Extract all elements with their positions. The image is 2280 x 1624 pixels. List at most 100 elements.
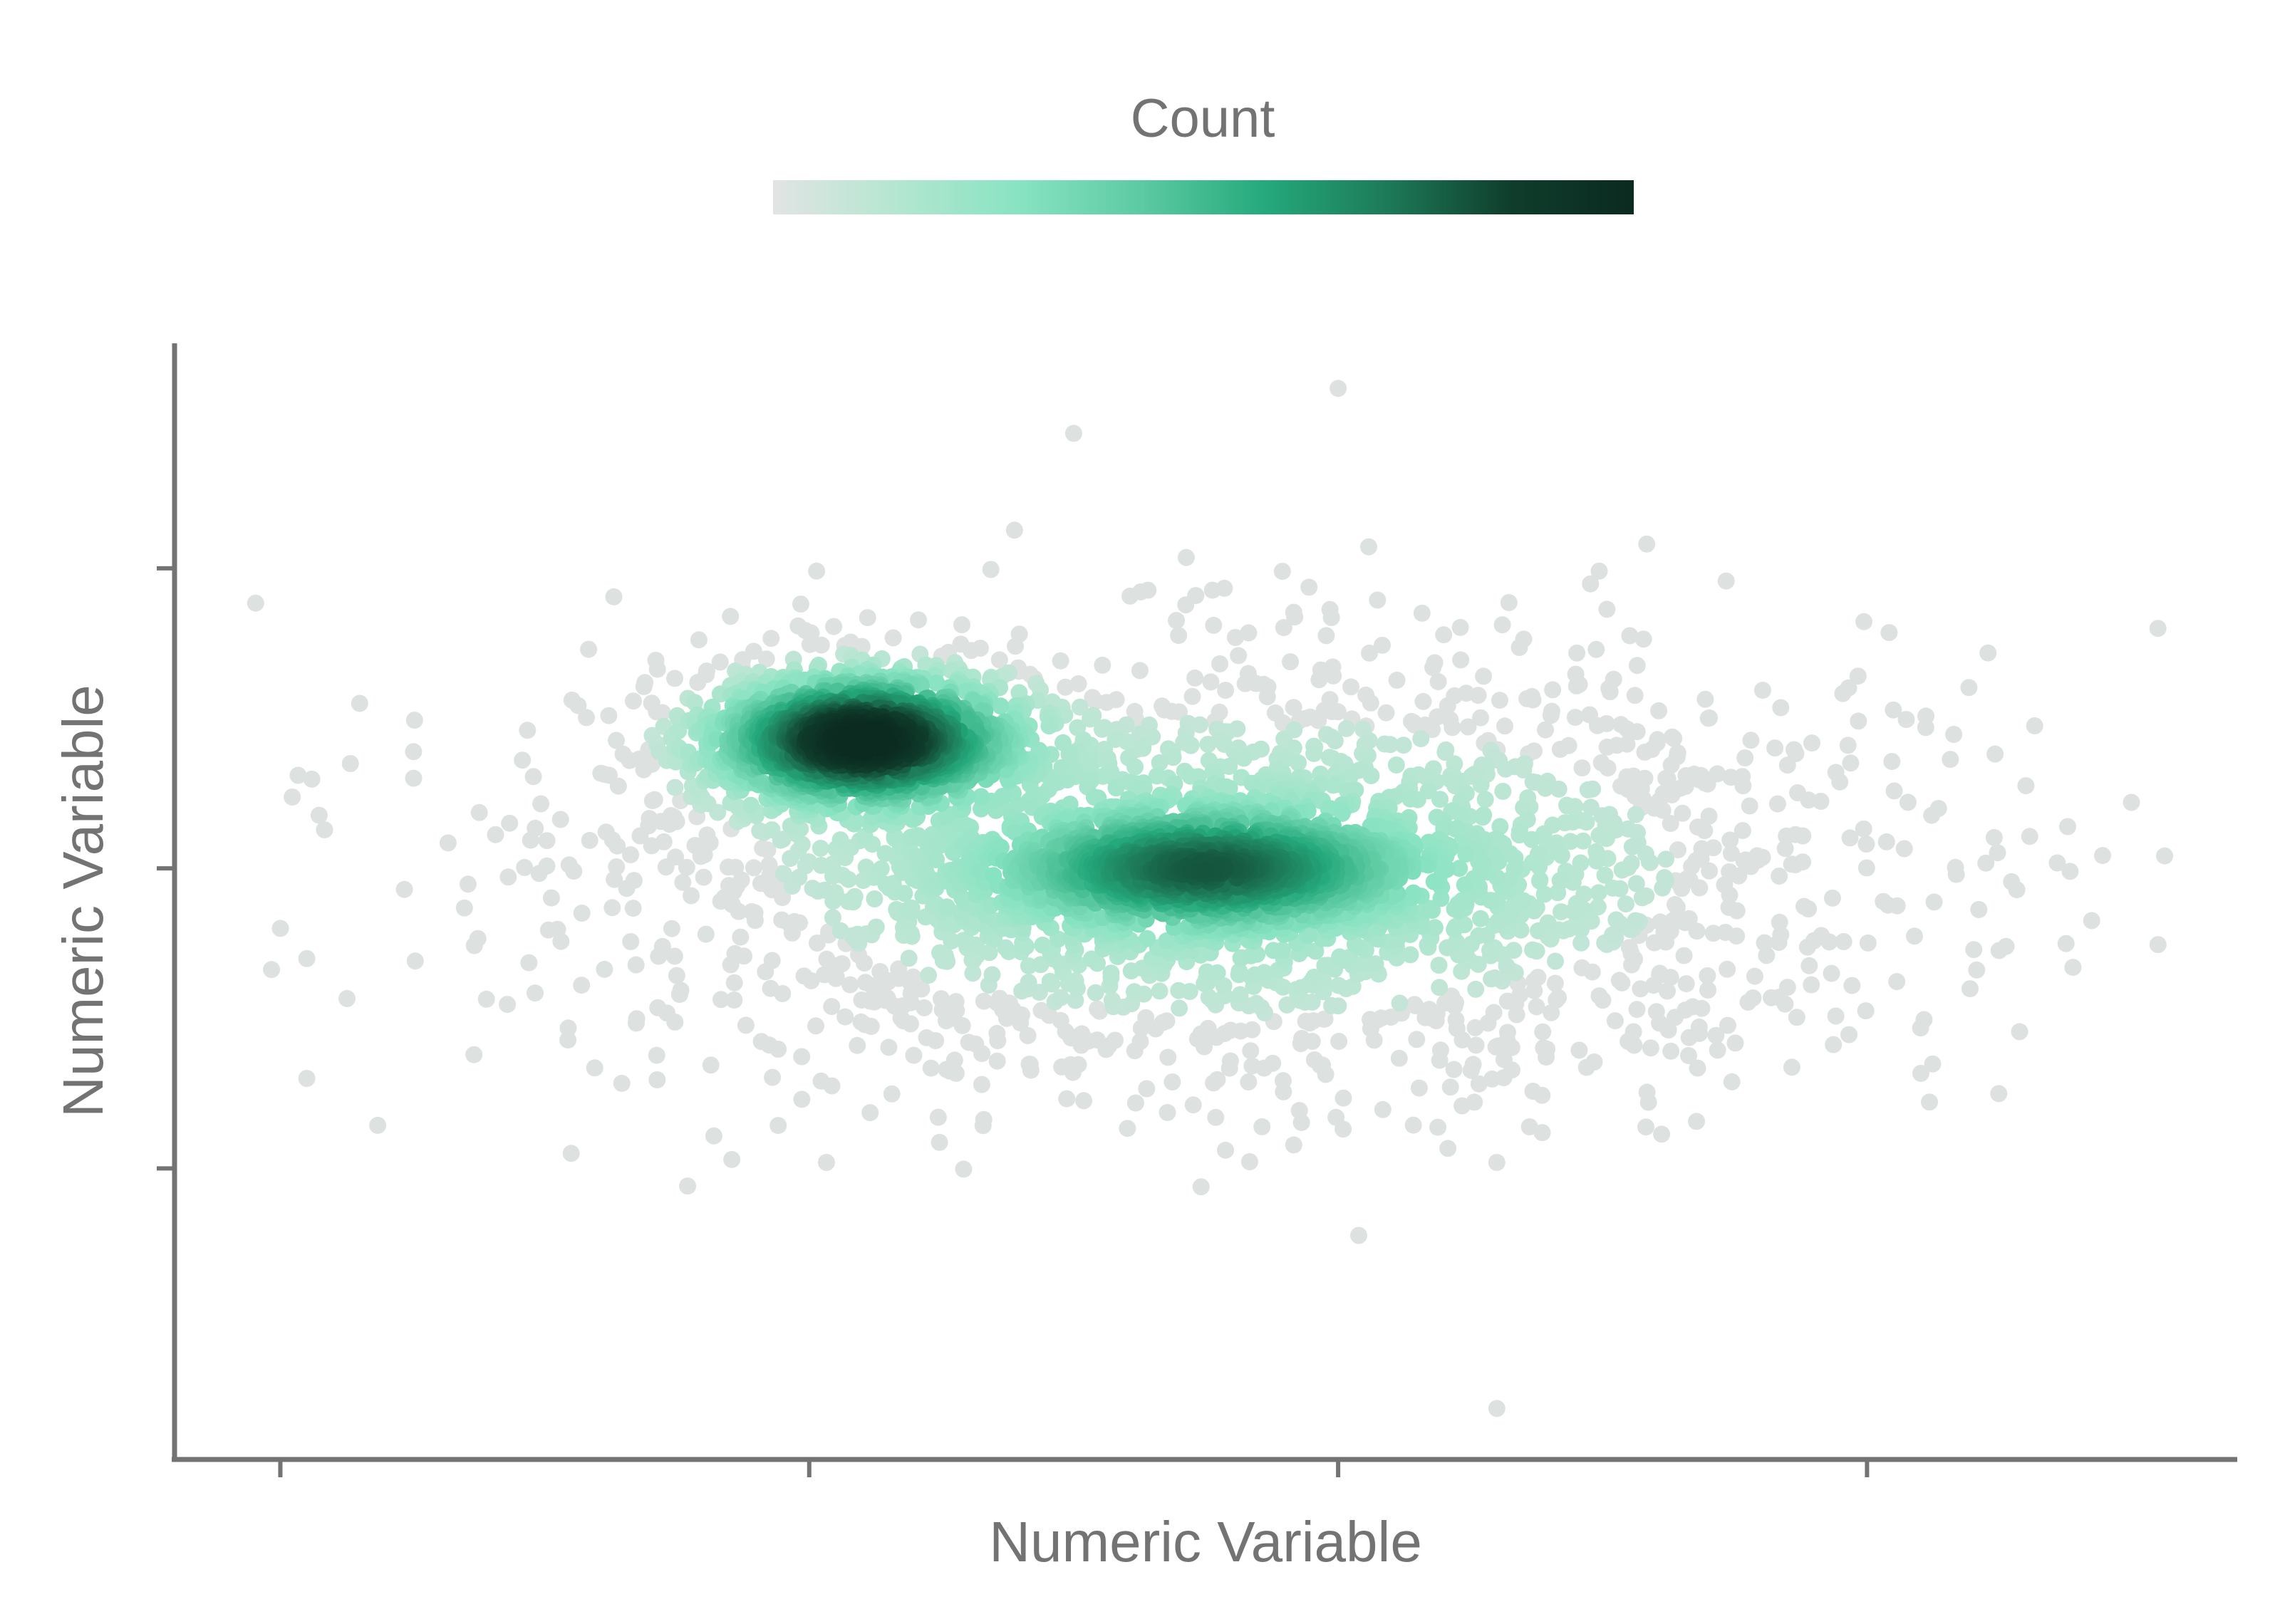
scatter-point xyxy=(1401,790,1419,808)
scatter-point xyxy=(725,991,743,1009)
scatter-point xyxy=(1445,1061,1463,1078)
scatter-point xyxy=(648,1046,665,1064)
scatter-point xyxy=(1657,850,1674,868)
scatter-point xyxy=(439,834,457,852)
scatter-point xyxy=(1627,875,1645,892)
scatter-point xyxy=(928,851,945,869)
scatter-point xyxy=(1231,986,1249,1004)
scatter-point xyxy=(395,880,413,898)
scatter-point xyxy=(1659,982,1676,1000)
scatter-point xyxy=(487,826,504,843)
scatter-point xyxy=(890,960,908,978)
scatter-point xyxy=(1425,873,1443,890)
scatter-point xyxy=(1558,797,1576,815)
scatter-point xyxy=(1753,682,1771,699)
scatter-point xyxy=(1628,657,1646,675)
scatter-point xyxy=(1590,826,1608,844)
scatter-point xyxy=(1470,853,1488,870)
x-ticks xyxy=(278,1462,1870,1477)
scatter-point xyxy=(1447,917,1465,935)
scatter-point xyxy=(1103,991,1121,1009)
scatter-point xyxy=(1041,972,1059,990)
scatter-point xyxy=(1645,799,1663,817)
scatter-point xyxy=(1184,1096,1202,1114)
scatter-point xyxy=(1674,804,1691,822)
scatter-point xyxy=(1778,756,1796,774)
scatter-point xyxy=(903,899,921,917)
scatter-point xyxy=(945,1051,963,1069)
scatter-point xyxy=(723,1150,741,1168)
scatter-point xyxy=(1067,972,1084,989)
scatter-point xyxy=(1131,1033,1149,1051)
scatter-point xyxy=(1317,627,1335,645)
scatter-point xyxy=(1840,1026,1857,1043)
scatter-point xyxy=(2003,873,2021,890)
scatter-point xyxy=(988,1052,1006,1070)
scatter-point xyxy=(928,674,945,692)
scatter-point xyxy=(580,640,598,658)
scatter-point xyxy=(1636,744,1654,761)
scatter-point xyxy=(856,727,874,744)
scatter-point xyxy=(1921,1093,1938,1111)
scatter-point xyxy=(823,998,841,1016)
scatter-point xyxy=(859,609,876,627)
scatter-point xyxy=(1800,957,1818,974)
scatter-point xyxy=(1305,969,1323,986)
scatter-point xyxy=(608,732,625,749)
scatter-point xyxy=(1613,861,1631,879)
scatter-point xyxy=(1326,732,1344,750)
scatter-point xyxy=(1171,703,1188,721)
scatter-point xyxy=(1327,1108,1345,1126)
scatter-point xyxy=(826,884,844,902)
scatter-point xyxy=(1510,639,1528,656)
scatter-point xyxy=(289,766,307,784)
scatter-point xyxy=(861,1104,879,1122)
scatter-point xyxy=(1568,644,1586,662)
scatter-point xyxy=(1585,1053,1603,1071)
scatter-point xyxy=(622,933,640,950)
scatter-point xyxy=(1627,912,1644,930)
scatter-point xyxy=(1763,989,1780,1006)
scatter-point xyxy=(1300,926,1318,944)
scatter-point xyxy=(938,898,955,916)
scatter-point xyxy=(608,837,626,855)
scatter-point xyxy=(1387,756,1405,774)
scatter-point xyxy=(1192,1178,1210,1196)
scatter-point xyxy=(745,859,762,877)
scatter-point xyxy=(1391,994,1409,1012)
scatter-point xyxy=(752,1033,770,1051)
scatter-point xyxy=(1803,976,1820,994)
scatter-point xyxy=(1485,1004,1503,1021)
scatter-point xyxy=(1653,1125,1671,1143)
scatter-point xyxy=(1217,682,1235,699)
scatter-point xyxy=(1441,1078,1459,1096)
scatter-point xyxy=(1587,640,1605,658)
scatter-point xyxy=(666,779,684,796)
scatter-point xyxy=(628,1010,646,1028)
scatter-point xyxy=(732,871,750,889)
scatter-point xyxy=(1628,1001,1646,1019)
scatter-point xyxy=(955,932,973,949)
scatter-point xyxy=(622,846,639,863)
scatter-point xyxy=(653,704,671,722)
scatter-point xyxy=(1568,677,1585,694)
scatter-point xyxy=(836,1008,854,1026)
scatter-point xyxy=(1834,685,1852,702)
scatter-point xyxy=(1394,736,1412,754)
scatter-point xyxy=(1633,889,1651,907)
scatter-point xyxy=(697,925,715,943)
scatter-point xyxy=(1215,977,1233,994)
scatter-point xyxy=(988,1024,1006,1042)
scatter-point xyxy=(871,963,889,980)
scatter-point xyxy=(990,651,1008,669)
scatter-point xyxy=(605,588,623,605)
scatter-point xyxy=(1716,876,1734,894)
scatter-point xyxy=(1498,1024,1516,1041)
scatter-point xyxy=(1413,604,1431,622)
scatter-point xyxy=(2057,935,2075,952)
scatter-point xyxy=(737,1016,755,1034)
scatter-point xyxy=(1877,833,1895,850)
scatter-point xyxy=(1574,832,1592,850)
scatter-point xyxy=(538,832,556,850)
scatter-point xyxy=(1487,850,1505,868)
